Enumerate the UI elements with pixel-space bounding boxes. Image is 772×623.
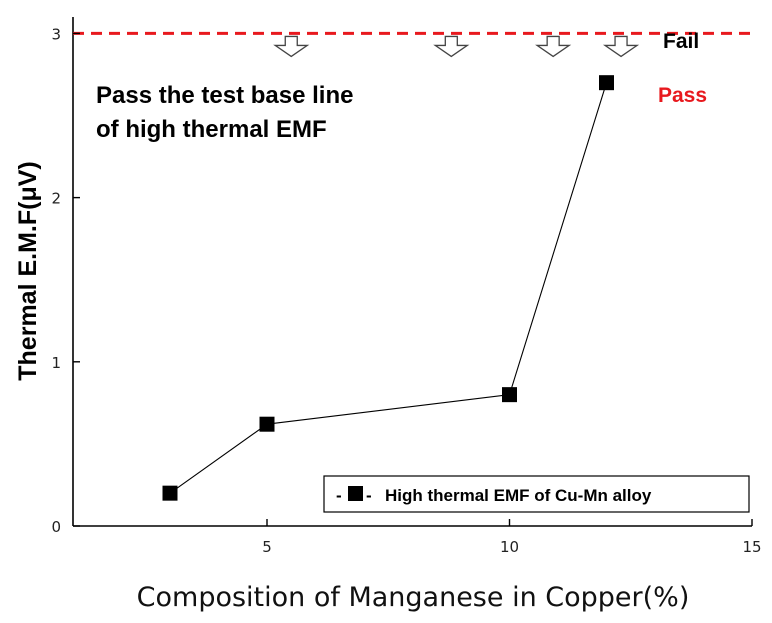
y-tick-label: 3 <box>51 25 61 43</box>
x-tick-label: 5 <box>262 538 272 556</box>
y-tick-label: 2 <box>51 190 61 208</box>
down-arrow-icon <box>602 35 640 58</box>
down-arrow-icon <box>433 35 470 58</box>
y-axis-label: Thermal E.M.F(μV) <box>14 161 42 380</box>
down-arrow-icon <box>273 35 310 58</box>
data-point-marker <box>259 416 275 432</box>
legend-label: High thermal EMF of Cu-Mn alloy <box>385 486 652 505</box>
series-layer <box>162 75 614 501</box>
legend-dash-right: - <box>366 486 372 505</box>
reference-layer <box>73 31 752 58</box>
tick-layer: 5 10 15 0 1 2 3 <box>51 25 761 556</box>
legend-marker <box>348 486 363 501</box>
legend-dash-left: - <box>336 486 342 505</box>
data-point-marker <box>162 485 178 501</box>
data-point-marker <box>599 75 614 91</box>
y-tick-label: 0 <box>51 518 61 536</box>
x-tick-label: 15 <box>742 538 761 556</box>
x-tick-label: 10 <box>500 538 519 556</box>
down-arrow-icon <box>535 35 572 58</box>
y-tick-label: 1 <box>51 354 61 372</box>
fail-label: Fail <box>663 30 699 53</box>
x-axis-label: Composition of Manganese in Copper(%) <box>137 582 690 613</box>
pass-label: Pass <box>658 84 707 107</box>
legend-box <box>323 475 750 513</box>
legend: - - High thermal EMF of Cu-Mn alloy <box>323 475 750 513</box>
annotation-line-1: Pass the test base line <box>96 82 353 109</box>
annotation-line-2: of high thermal EMF <box>96 116 327 143</box>
series-line <box>169 82 608 494</box>
data-point-marker <box>502 387 517 403</box>
axes <box>72 17 752 527</box>
